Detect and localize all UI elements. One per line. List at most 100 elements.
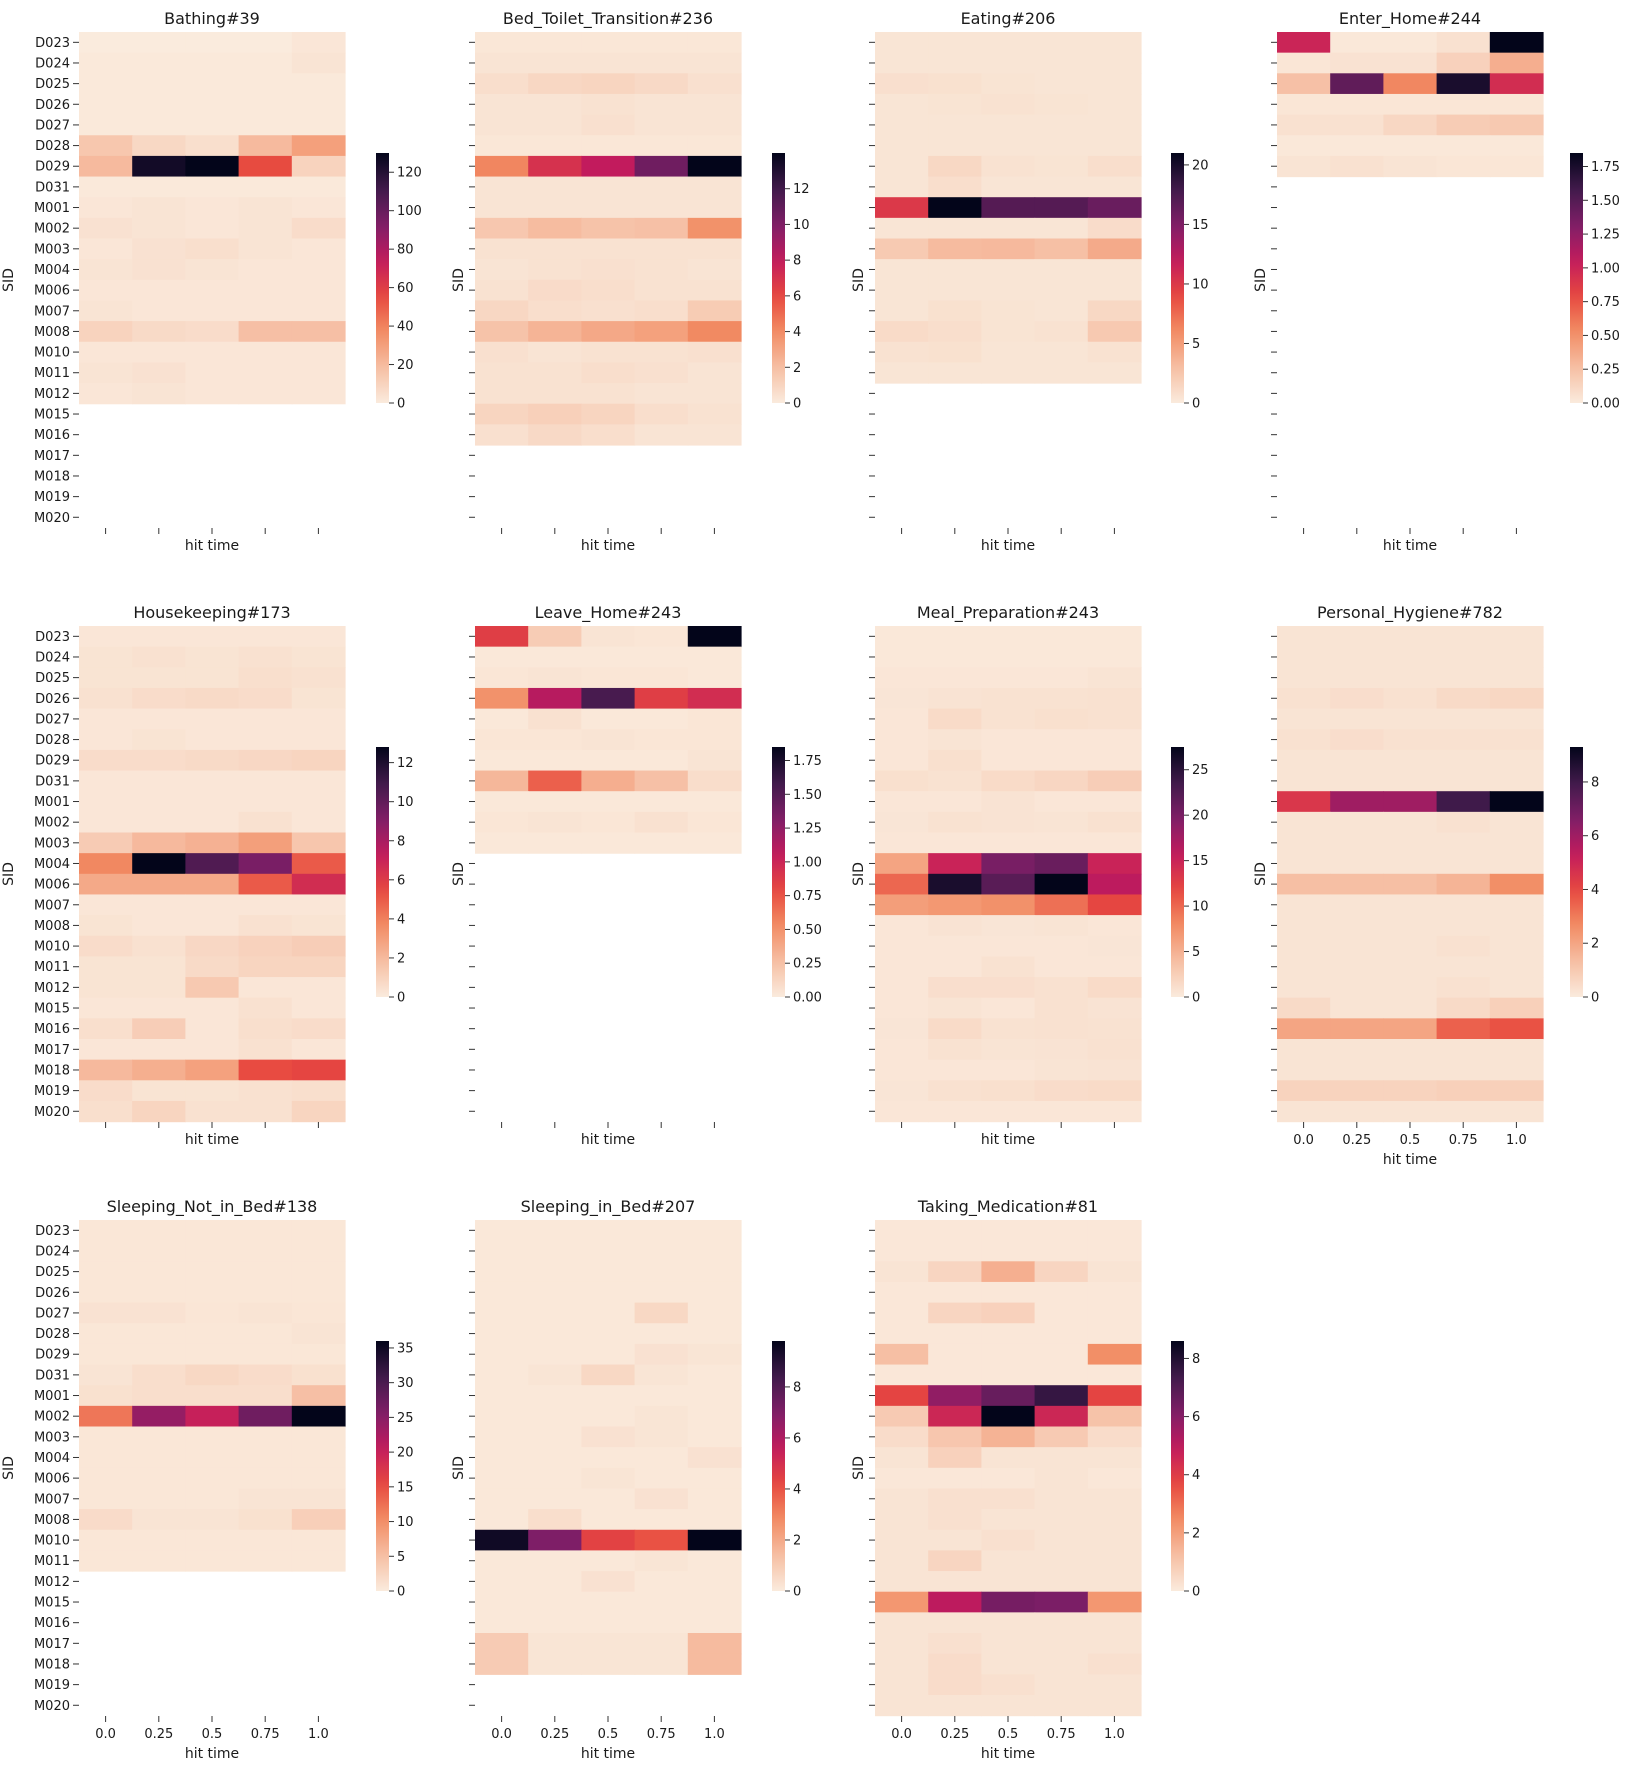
heatmap-cell [928,176,982,198]
y-tick-label: M002 [34,816,70,831]
heatmap-cell [1087,1488,1142,1510]
heatmap-cell [875,873,929,896]
heatmap-cell [1436,687,1491,710]
heatmap-cell [1034,997,1089,1019]
heatmap-cell [981,300,1036,322]
panel-title: Bathing#39 [164,9,260,28]
heatmap-cell [528,32,582,54]
heatmap-cell [1087,1261,1142,1283]
colorbar-tick-label: 5 [397,1550,405,1565]
heatmap-cell [1034,135,1089,157]
heatmap-cell [634,791,689,813]
heatmap-cell [1034,73,1089,95]
heatmap-cell [291,176,346,198]
heatmap-cell [1489,135,1544,157]
heatmap-cell [79,646,133,668]
heatmap-cell [928,1080,982,1102]
heatmap-cell [634,176,689,198]
heatmap-cell [132,300,186,322]
heatmap-cell [79,873,133,896]
heatmap-cell [1383,626,1438,648]
heatmap-cell [1087,915,1142,937]
heatmap-cell [581,1653,636,1675]
heatmap-cell [528,1302,582,1324]
y-tick-label: M016 [34,1022,70,1037]
heatmap-cell [981,1220,1036,1242]
heatmap-cell [581,811,636,834]
heatmap-cell [475,424,529,446]
heatmap-cell [928,1426,982,1448]
heatmap-cell [475,729,529,751]
x-tick-label: 0.25 [540,1727,569,1742]
colorbar-tick-label: 1.50 [1591,194,1620,209]
heatmap-cell [1087,1018,1142,1040]
heatmap-cell [981,135,1036,157]
heatmap-cell [875,708,929,730]
heatmap-cell [528,687,582,710]
heatmap-cell [634,708,689,730]
colorbar-tick-label: 2 [1591,937,1599,952]
heatmap-cell [291,749,346,772]
colorbar-tick-label: 10 [397,1515,414,1530]
heatmap-cell [1277,791,1331,813]
heatmap-cell [291,1240,346,1262]
heatmap-cell [981,1591,1036,1613]
heatmap-cell [687,1281,742,1304]
heatmap-cell [928,1385,982,1407]
y-tick-label: M008 [34,325,70,340]
heatmap-cell [687,749,742,772]
heatmap-cell [1087,176,1142,198]
heatmap-cell [875,197,929,219]
heatmap-cell [528,832,582,854]
y-tick-label: M015 [34,1596,70,1611]
heatmap-cell [1277,853,1331,875]
heatmap-cell [528,1467,582,1490]
heatmap-cell [981,791,1036,813]
y-tick-label: M004 [34,1451,70,1466]
heatmap-cell [79,114,133,136]
heatmap-cell [581,667,636,689]
heatmap-cell [185,73,240,95]
panel-sleeping-not-in-bed-138: Sleeping_Not_in_Bed#138 D023 D024 D025 D026 D… [1,1197,414,1762]
heatmap-cell [981,1694,1036,1717]
y-tick-label: M008 [34,1513,70,1528]
x-axis-label: hit time [581,1746,635,1762]
heatmap-cell [1436,1018,1491,1040]
heatmap-cell [981,1633,1036,1655]
heatmap-cell [928,1591,982,1613]
colorbar-tick-label: 15 [1192,218,1209,233]
y-tick-label: M002 [34,222,70,237]
heatmap-cell [875,1467,929,1490]
y-tick-label: M007 [34,304,70,319]
heatmap-cell [185,997,240,1019]
heatmap-cell [185,1302,240,1324]
heatmap-cell [1277,32,1331,54]
heatmap-cell [291,341,346,363]
heatmap-cell [528,279,582,302]
heatmap-cell [185,646,240,668]
heatmap-cell [185,708,240,730]
heatmap-cell [1489,1100,1544,1123]
colorbar-tick-label: 8 [793,254,801,269]
heatmap-cell [1436,93,1491,116]
heatmap-cell [132,1529,186,1551]
heatmap-cell [185,1220,240,1242]
heatmap-cell [1034,1426,1089,1448]
colorbar-tick-label: 0 [397,991,405,1006]
heatmap-cell [132,687,186,710]
y-tick-label: M002 [34,1410,70,1425]
heatmap-cell [981,1653,1036,1675]
heatmap-cell [981,1571,1036,1593]
heatmap-cell [185,749,240,772]
heatmap-cell [875,687,929,710]
heatmap-cell [79,1100,133,1123]
heatmap-cell [528,1550,582,1572]
heatmap-cell [875,997,929,1019]
heatmap-cell [928,997,982,1019]
heatmap-cell [1330,114,1384,136]
heatmap-cell [475,1343,529,1366]
y-axis-label: SID [451,1456,467,1480]
heatmap-cell [1383,135,1438,157]
heatmap-cell [475,1467,529,1490]
heatmap-cell [928,832,982,854]
